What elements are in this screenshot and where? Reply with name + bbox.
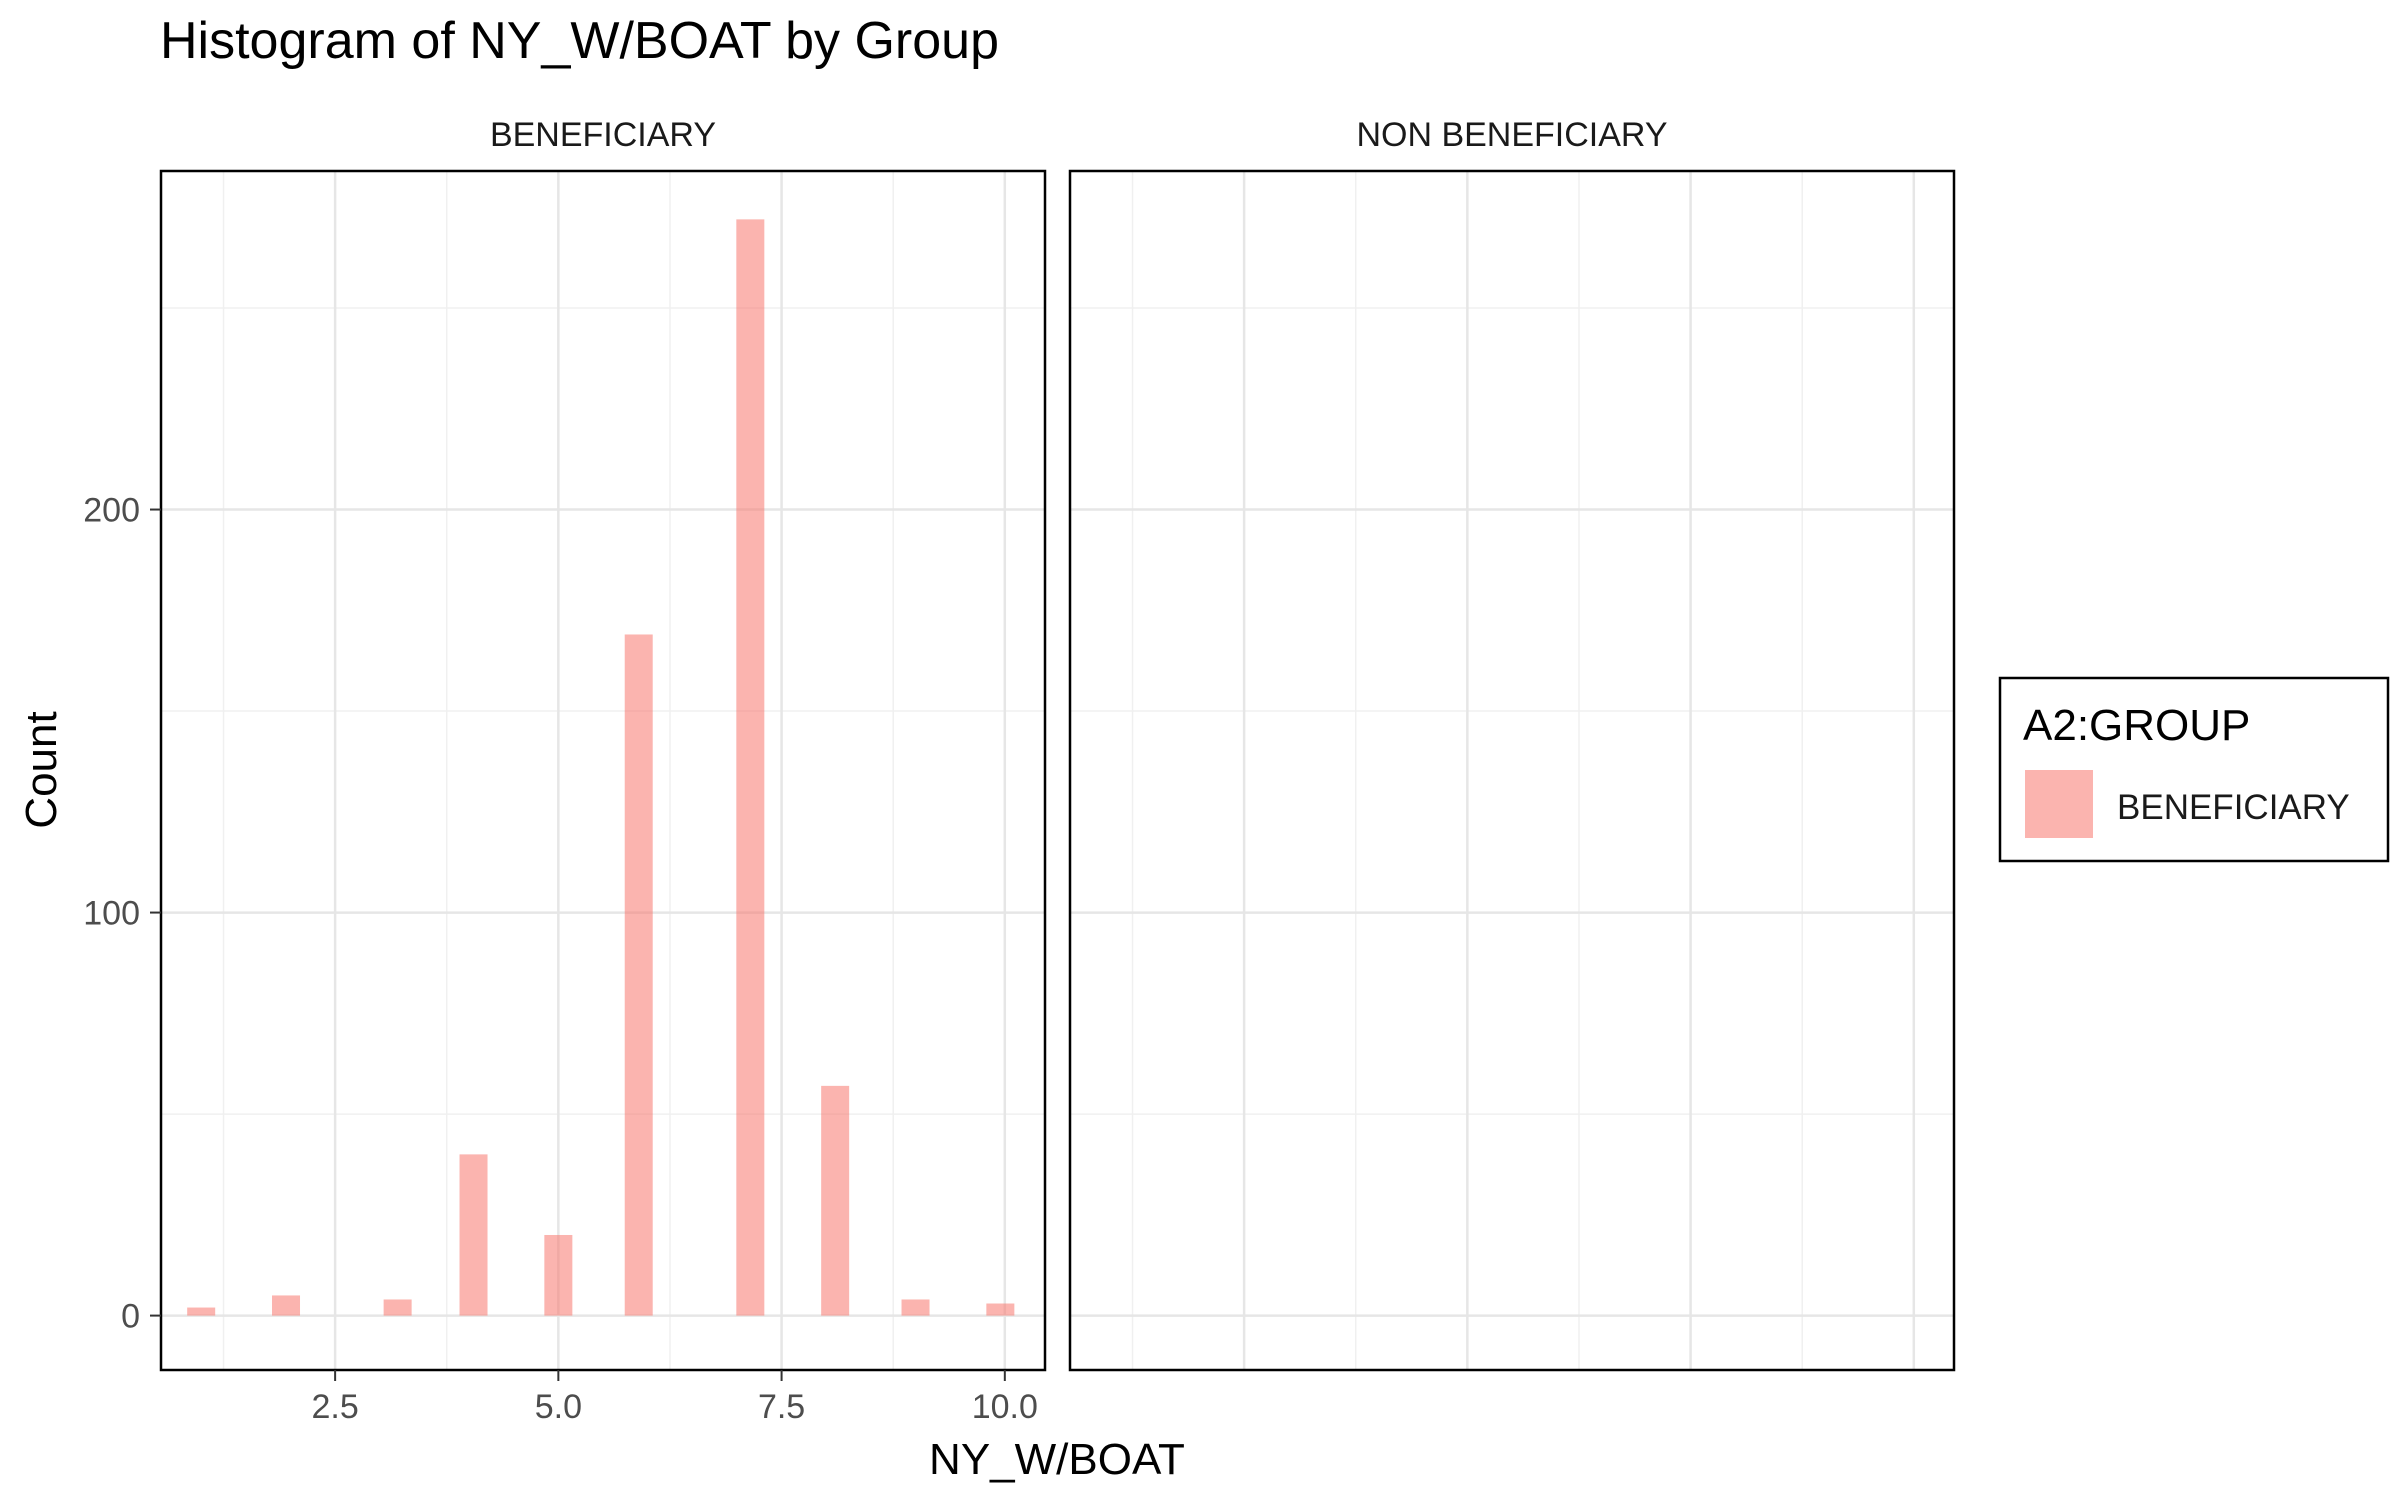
panel-strip-non-beneficiary: NON BENEFICIARY [1356,116,1667,154]
x-tick-label: 2.5 [311,1388,358,1426]
legend-title: A2:GROUP [2023,701,2250,750]
y-axis-ticks: 0 100 200 [83,492,161,1336]
histogram-bar [624,634,653,1316]
y-tick-label: 100 [83,895,140,933]
panel-beneficiary-grid [161,171,1045,1370]
histogram-bar [459,1154,488,1316]
panel-strip-beneficiary: BENEFICIARY [490,116,716,154]
x-axis-ticks: 2.5 5.0 7.5 10.0 [311,1370,1038,1426]
x-tick-label: 5.0 [535,1388,582,1426]
y-tick-label: 200 [83,492,140,530]
panel-beneficiary-bars [187,219,1015,1316]
y-axis-label: Count [17,711,66,828]
legend-key-beneficiary [2025,770,2093,838]
histogram-bar [544,1234,573,1316]
x-tick-label: 10.0 [972,1388,1038,1426]
histogram-bar [821,1085,850,1316]
histogram-bar [736,219,765,1316]
histogram-bar [986,1303,1015,1316]
histogram-bar [383,1299,412,1316]
legend-entry-beneficiary: BENEFICIARY [2117,788,2350,827]
x-tick-label: 7.5 [758,1388,805,1426]
x-axis-label: NY_W/BOAT [929,1435,1185,1484]
legend: A2:GROUP BENEFICIARY [1998,676,2390,863]
panel-non-beneficiary-border [1068,169,1956,1372]
histogram-bar [901,1299,930,1316]
panel-non-beneficiary-grid [1070,171,1954,1370]
chart-title: Histogram of NY_W/BOAT by Group [160,12,999,70]
histogram-bar [272,1295,301,1316]
panel-beneficiary-border [159,169,1047,1372]
histogram-bar [187,1307,216,1316]
y-tick-label: 0 [121,1298,140,1336]
